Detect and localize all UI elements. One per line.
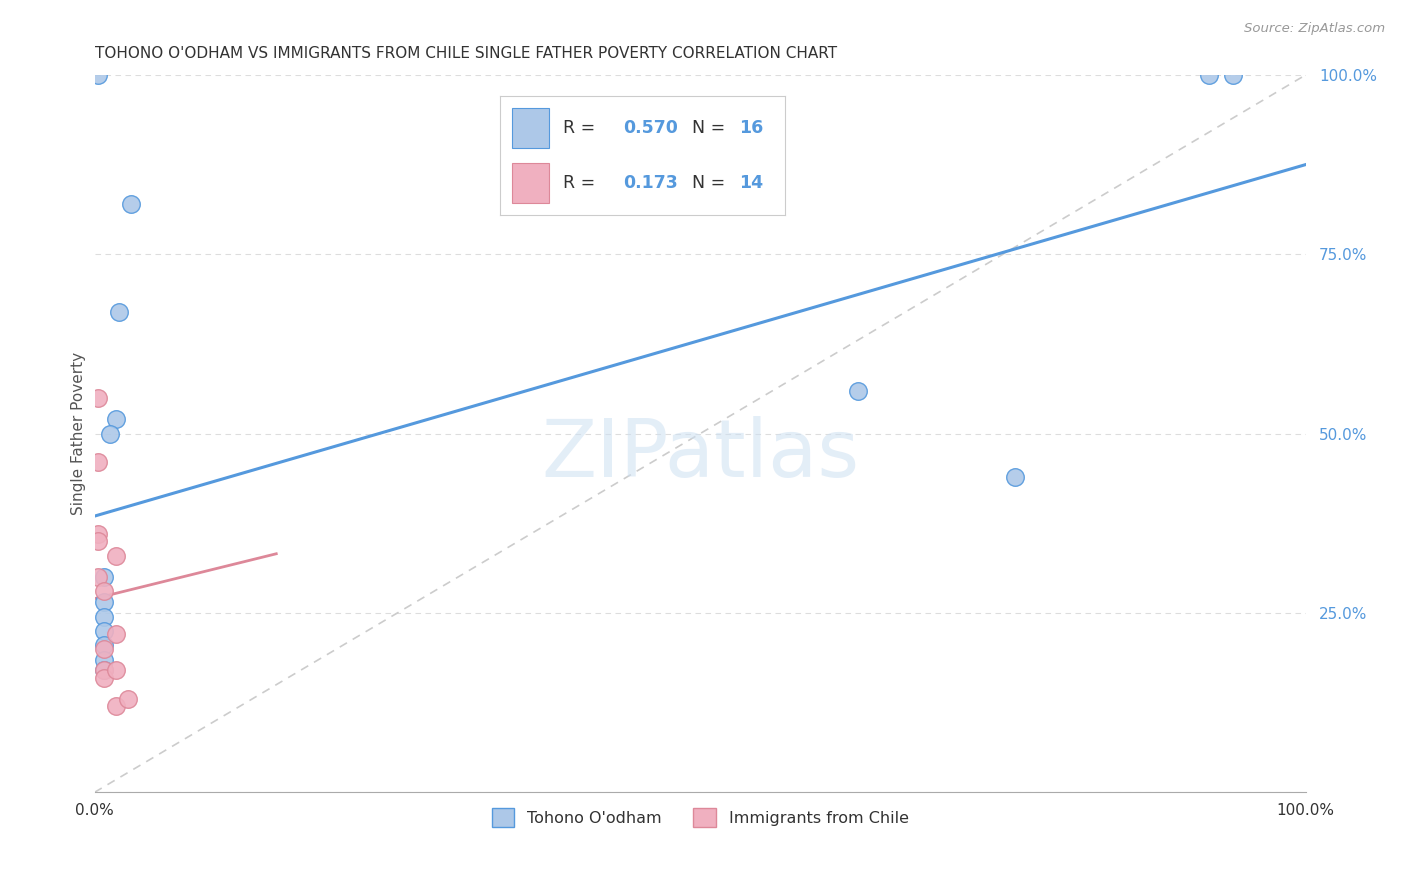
Point (93, 570, 115, 584)
Point (93, 671, 115, 685)
Point (120, 197, 142, 211)
Point (93, 595, 115, 609)
Text: Source: ZipAtlas.com: Source: ZipAtlas.com (1244, 22, 1385, 36)
Point (1222, 68, 1244, 82)
Point (93, 641, 115, 656)
Point (93, 664, 115, 678)
Point (87, 391, 110, 405)
Point (87, 68, 110, 82)
Point (846, 384, 869, 398)
Point (93, 652, 115, 666)
Text: TOHONO O'ODHAM VS IMMIGRANTS FROM CHILE SINGLE FATHER POVERTY CORRELATION CHART: TOHONO O'ODHAM VS IMMIGRANTS FROM CHILE … (94, 46, 837, 62)
Point (1004, 469, 1026, 483)
Point (1198, 68, 1220, 82)
Text: ZIPatlas: ZIPatlas (541, 417, 859, 494)
Point (98, 426, 121, 441)
Y-axis label: Single Father Poverty: Single Father Poverty (72, 352, 86, 516)
Point (105, 627, 128, 641)
Point (93, 664, 115, 678)
Point (87, 570, 110, 584)
Legend: Tohono O'odham, Immigrants from Chile: Tohono O'odham, Immigrants from Chile (484, 800, 917, 835)
Point (105, 412, 128, 426)
Point (87, 527, 110, 541)
Point (87, 455, 110, 469)
Point (93, 609, 115, 624)
Point (105, 664, 128, 678)
Point (87, 534, 110, 549)
Point (105, 699, 128, 714)
Point (93, 584, 115, 599)
Point (93, 624, 115, 638)
Point (93, 638, 115, 652)
Point (107, 304, 129, 318)
Point (117, 692, 139, 706)
Point (105, 549, 128, 563)
